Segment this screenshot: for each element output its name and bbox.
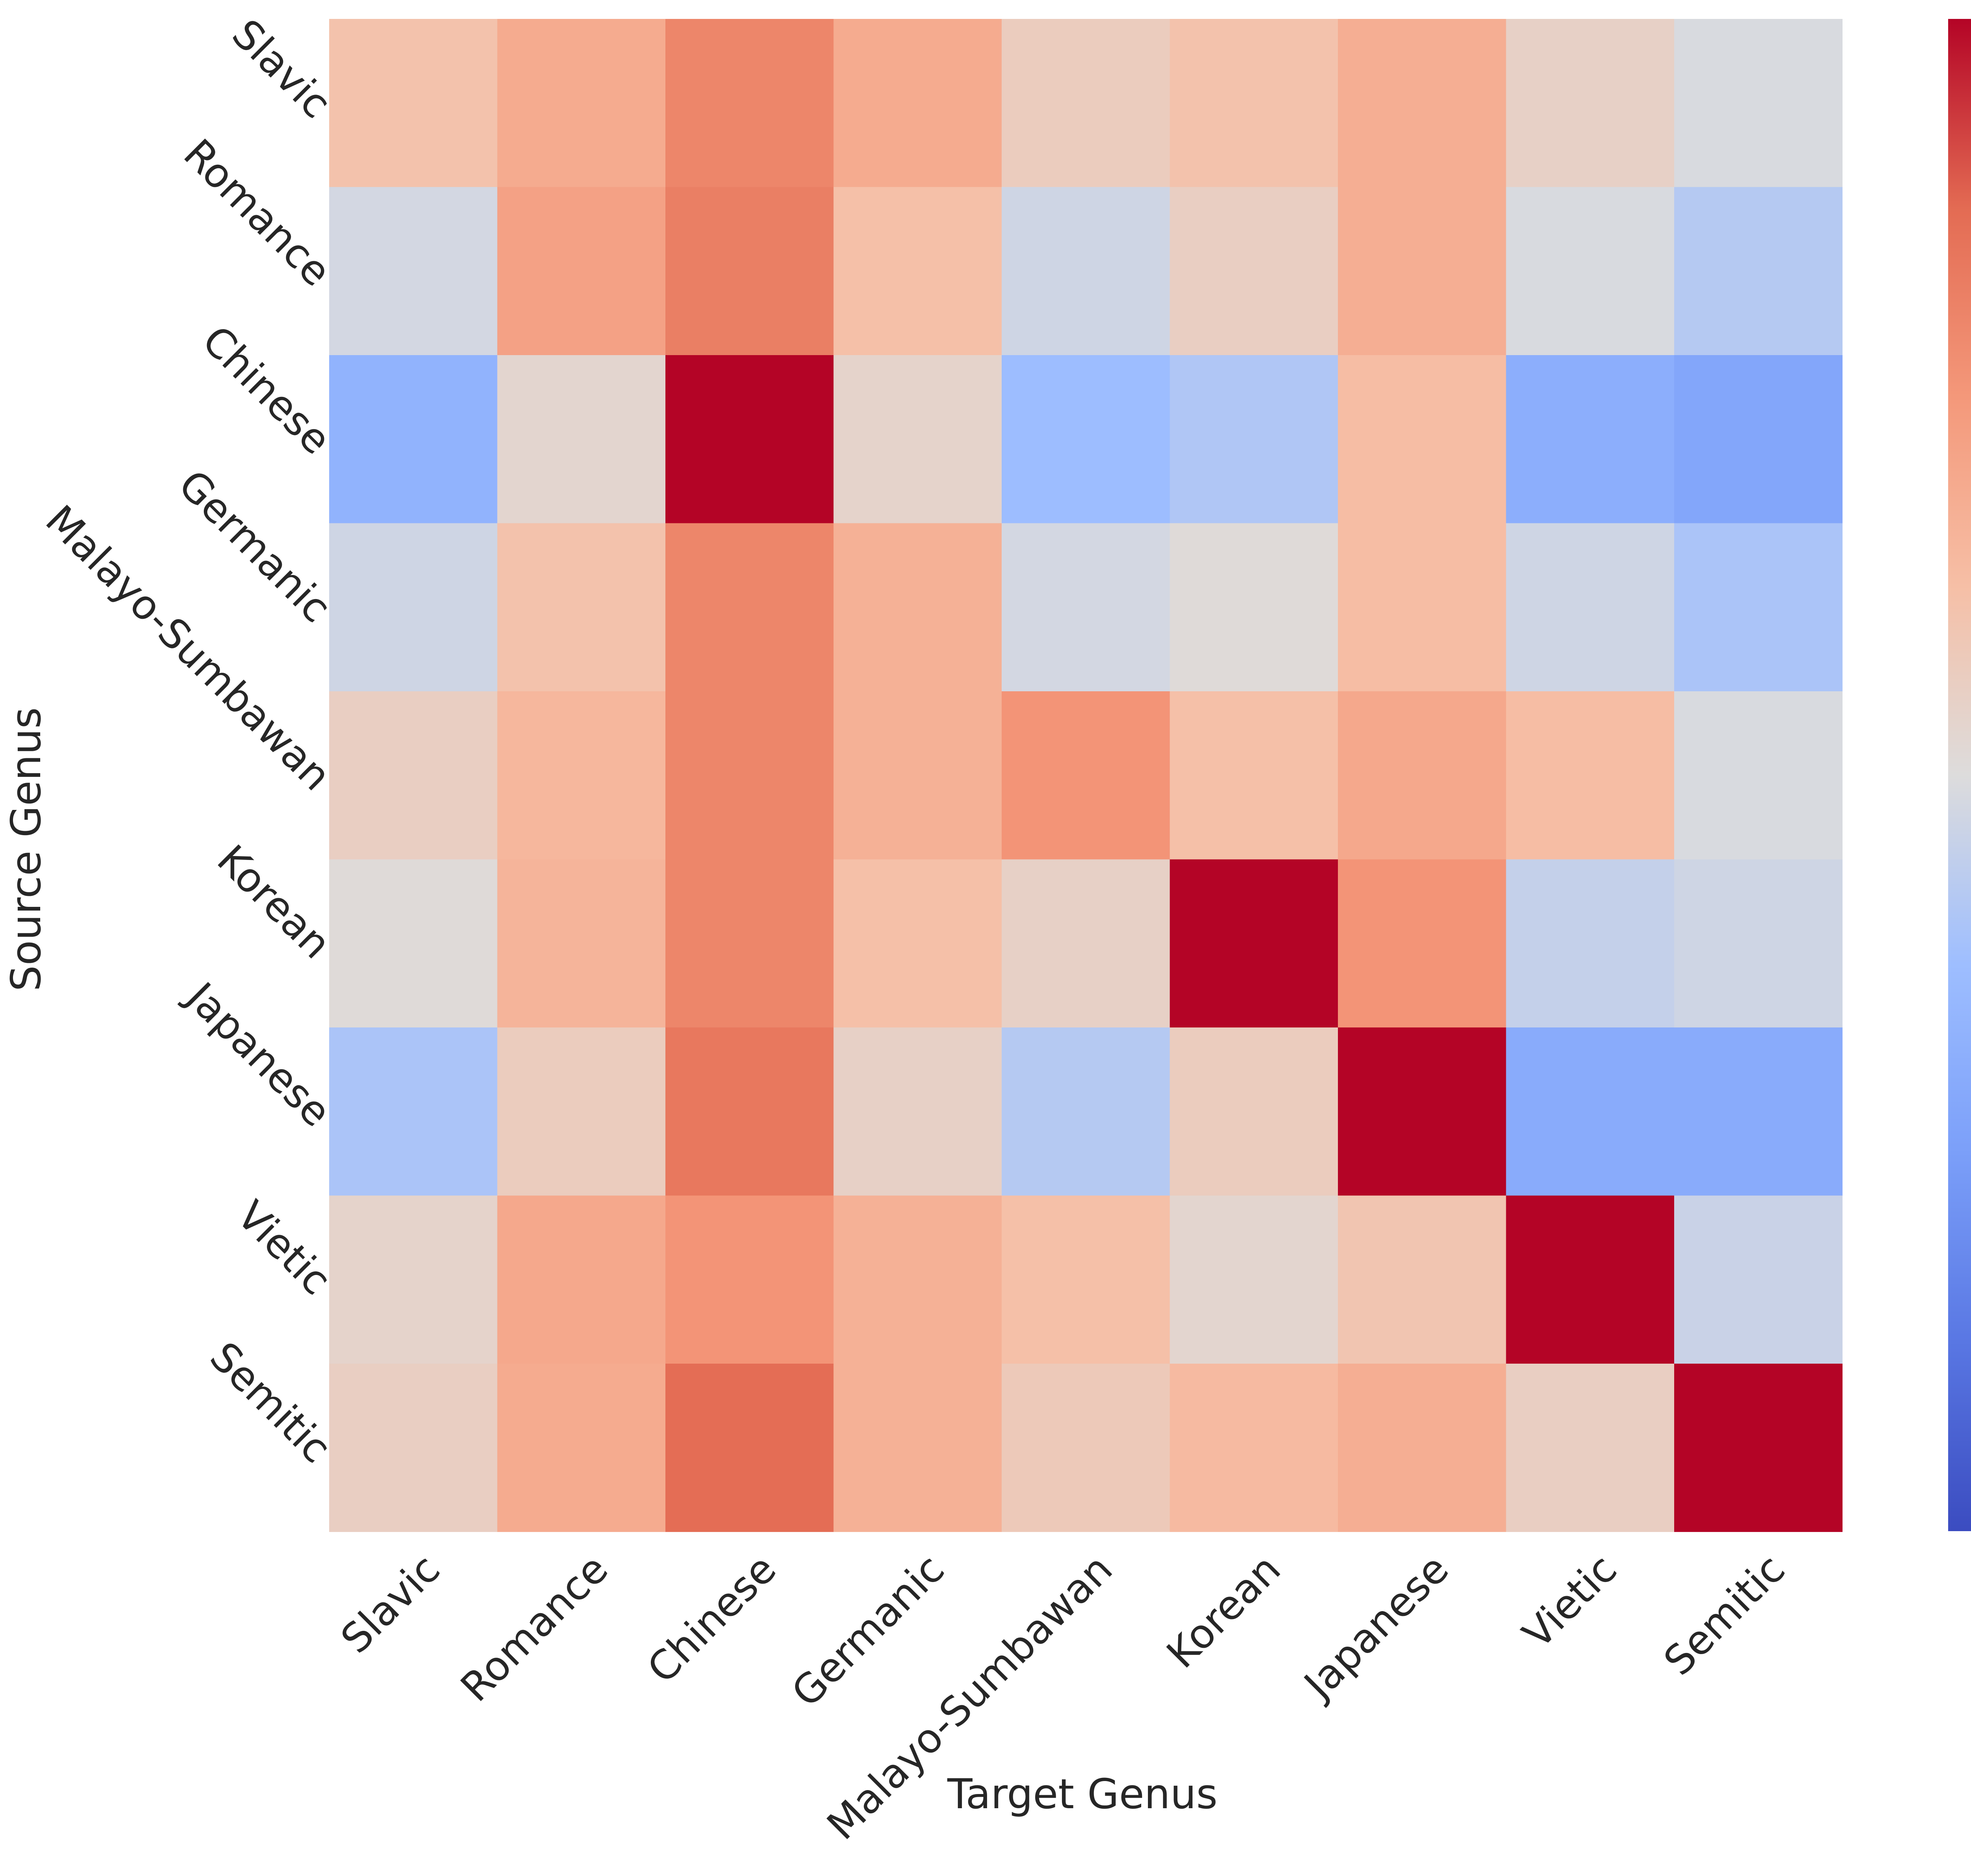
heatmap-cell-2-6 <box>1338 355 1507 524</box>
heatmap-cell-0-4 <box>1002 19 1170 188</box>
heatmap-cell-5-5 <box>1170 859 1338 1028</box>
heatmap-cell-1-6 <box>1338 187 1507 355</box>
heatmap-cell-1-5 <box>1170 187 1338 355</box>
heatmap-cell-3-7 <box>1506 523 1675 692</box>
heatmap-cell-5-7 <box>1506 859 1675 1028</box>
colorbar <box>1948 19 1971 1531</box>
heatmap-cell-4-2 <box>665 691 834 860</box>
heatmap-cell-1-7 <box>1506 187 1675 355</box>
heatmap-cell-6-8 <box>1674 1027 1843 1196</box>
heatmap-cell-4-7 <box>1506 691 1675 860</box>
heatmap-cell-1-2 <box>665 187 834 355</box>
heatmap-cell-8-0 <box>329 1364 498 1532</box>
heatmap-cell-1-0 <box>329 187 498 355</box>
heatmap-cell-0-5 <box>1170 19 1338 188</box>
heatmap-cell-0-2 <box>665 19 834 188</box>
x-axis-title: Target Genus <box>947 1770 1217 1818</box>
heatmap-cell-5-2 <box>665 859 834 1028</box>
heatmap-cell-0-0 <box>329 19 498 188</box>
heatmap-cell-0-8 <box>1674 19 1843 188</box>
heatmap-cell-8-2 <box>665 1364 834 1532</box>
heatmap-cell-7-6 <box>1338 1195 1507 1364</box>
heatmap-cell-5-6 <box>1338 859 1507 1028</box>
heatmap-cell-4-8 <box>1674 691 1843 860</box>
heatmap-cell-0-3 <box>833 19 1002 188</box>
heatmap-cell-7-3 <box>833 1195 1002 1364</box>
heatmap-cell-6-4 <box>1002 1027 1170 1196</box>
heatmap-cell-8-7 <box>1506 1364 1675 1532</box>
heatmap-cell-0-7 <box>1506 19 1675 188</box>
heatmap-cell-3-1 <box>497 523 666 692</box>
heatmap-cell-3-2 <box>665 523 834 692</box>
heatmap-cell-3-3 <box>833 523 1002 692</box>
heatmap-cell-3-5 <box>1170 523 1338 692</box>
heatmap-cell-2-7 <box>1506 355 1675 524</box>
heatmap-cell-6-6 <box>1338 1027 1507 1196</box>
heatmap-cell-2-5 <box>1170 355 1338 524</box>
heatmap-cell-5-1 <box>497 859 666 1028</box>
heatmap-cell-2-0 <box>329 355 498 524</box>
heatmap-cell-8-8 <box>1674 1364 1843 1532</box>
heatmap-cell-2-3 <box>833 355 1002 524</box>
heatmap-cells <box>329 19 1843 1532</box>
heatmap-cell-0-6 <box>1338 19 1507 188</box>
heatmap-cell-6-0 <box>329 1027 498 1196</box>
heatmap-cell-7-7 <box>1506 1195 1675 1364</box>
heatmap-cell-4-6 <box>1338 691 1507 860</box>
heatmap-cell-4-4 <box>1002 691 1170 860</box>
heatmap-cell-4-3 <box>833 691 1002 860</box>
heatmap-cell-6-3 <box>833 1027 1002 1196</box>
heatmap-cell-5-8 <box>1674 859 1843 1028</box>
heatmap-cell-8-4 <box>1002 1364 1170 1532</box>
heatmap-cell-2-1 <box>497 355 666 524</box>
heatmap-cell-6-1 <box>497 1027 666 1196</box>
heatmap-cell-1-3 <box>833 187 1002 355</box>
heatmap-cell-8-5 <box>1170 1364 1338 1532</box>
heatmap-cell-7-2 <box>665 1195 834 1364</box>
heatmap-cell-7-4 <box>1002 1195 1170 1364</box>
heatmap-cell-8-6 <box>1338 1364 1507 1532</box>
heatmap-cell-5-4 <box>1002 859 1170 1028</box>
heatmap-cell-1-8 <box>1674 187 1843 355</box>
heatmap-cell-5-3 <box>833 859 1002 1028</box>
heatmap-cell-1-1 <box>497 187 666 355</box>
heatmap-cell-3-6 <box>1338 523 1507 692</box>
heatmap-cell-6-2 <box>665 1027 834 1196</box>
heatmap-cell-3-8 <box>1674 523 1843 692</box>
heatmap-cell-8-1 <box>497 1364 666 1532</box>
heatmap-cell-5-0 <box>329 859 498 1028</box>
heatmap-cell-2-4 <box>1002 355 1170 524</box>
heatmap-cell-4-5 <box>1170 691 1338 860</box>
heatmap-cell-7-8 <box>1674 1195 1843 1364</box>
heatmap-cell-8-3 <box>833 1364 1002 1532</box>
heatmap-cell-2-8 <box>1674 355 1843 524</box>
heatmap-cell-7-5 <box>1170 1195 1338 1364</box>
heatmap-cell-7-0 <box>329 1195 498 1364</box>
heatmap-cell-6-5 <box>1170 1027 1338 1196</box>
heatmap-cell-1-4 <box>1002 187 1170 355</box>
heatmap-cell-0-1 <box>497 19 666 188</box>
heatmap-cell-2-2 <box>665 355 834 524</box>
y-axis-title: Source Genus <box>2 707 50 992</box>
heatmap-cell-4-0 <box>329 691 498 860</box>
heatmap-cell-6-7 <box>1506 1027 1675 1196</box>
heatmap-cell-4-1 <box>497 691 666 860</box>
heatmap-cell-3-4 <box>1002 523 1170 692</box>
heatmap-cell-3-0 <box>329 523 498 692</box>
heatmap-cell-7-1 <box>497 1195 666 1364</box>
